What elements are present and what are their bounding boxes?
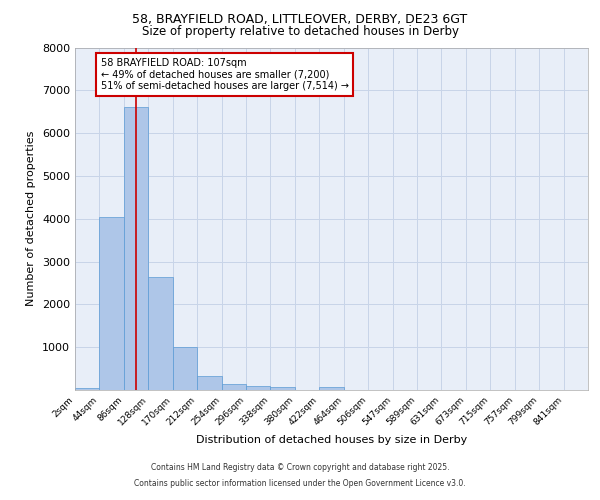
Bar [221,384,246,390]
Bar [148,276,173,390]
X-axis label: Distribution of detached houses by size in Derby: Distribution of detached houses by size … [196,436,467,446]
Bar [319,388,344,390]
Y-axis label: Number of detached properties: Number of detached properties [26,131,37,306]
Text: Contains public sector information licensed under the Open Government Licence v3: Contains public sector information licen… [134,478,466,488]
Text: 58 BRAYFIELD ROAD: 107sqm
← 49% of detached houses are smaller (7,200)
51% of se: 58 BRAYFIELD ROAD: 107sqm ← 49% of detac… [101,58,349,92]
Text: 58, BRAYFIELD ROAD, LITTLEOVER, DERBY, DE23 6GT: 58, BRAYFIELD ROAD, LITTLEOVER, DERBY, D… [133,12,467,26]
Bar [100,216,124,390]
Bar [271,388,295,390]
Bar [75,388,100,390]
Bar [246,386,271,390]
Text: Size of property relative to detached houses in Derby: Size of property relative to detached ho… [142,25,458,38]
Bar [197,376,221,390]
Bar [124,106,148,390]
Bar [173,347,197,390]
Text: Contains HM Land Registry data © Crown copyright and database right 2025.: Contains HM Land Registry data © Crown c… [151,464,449,472]
